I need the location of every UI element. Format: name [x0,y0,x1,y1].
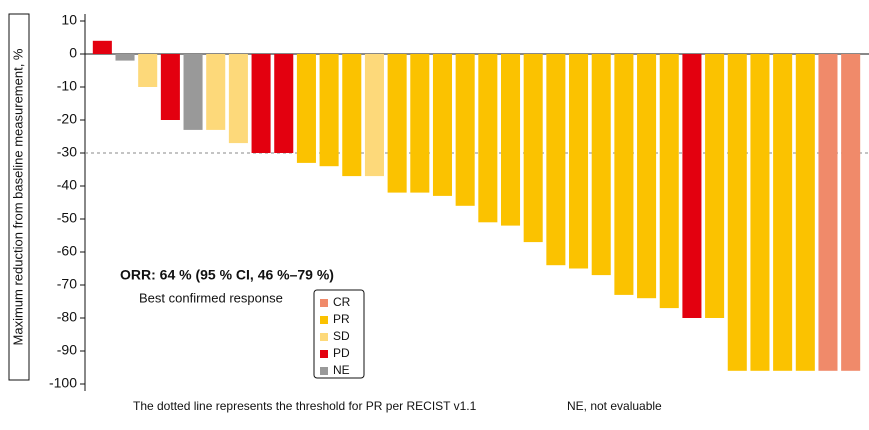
legend-label: CR [333,295,351,309]
legend-label: PD [333,346,350,360]
legend-swatch [320,367,328,375]
ylabel-box [8,13,30,381]
bar [569,54,589,269]
bar [183,54,203,130]
legend-swatch [320,299,328,307]
legend-swatch [320,333,328,341]
y-tick-label: -50 [57,210,77,226]
bar [523,54,543,243]
bar [659,54,679,309]
bar [795,54,815,371]
y-tick-label: -70 [57,276,77,292]
bar [319,54,339,167]
bar [342,54,362,177]
bar [410,54,430,193]
y-tick-label: 10 [61,12,77,28]
bar [705,54,725,318]
bar [115,54,135,61]
bar [387,54,407,193]
bar [773,54,793,371]
footnote: The dotted line represents the threshold… [133,399,477,413]
y-tick-label: -30 [57,144,77,160]
annotation: ORR: 64 % (95 % CI, 46 %–79 %) [120,267,334,283]
footnote: NE, not evaluable [567,399,662,413]
bar [138,54,158,87]
bar [500,54,521,226]
bar [455,54,475,206]
legend-label: NE [333,363,350,377]
bar [364,54,384,177]
bar [841,54,861,371]
bar [637,54,657,299]
legend-label: PR [333,312,350,326]
y-tick-label: -90 [57,342,77,358]
bar [251,54,271,153]
bar [546,54,566,266]
legend-label: SD [333,329,350,343]
legend-swatch [320,316,328,324]
y-tick-label: -10 [57,78,77,94]
bar [296,54,316,163]
bar [206,54,226,130]
bar [478,54,498,223]
y-axis-label: Maximum reduction from baseline measurem… [10,48,25,345]
bar [228,54,248,144]
y-tick-label: -80 [57,309,77,325]
bar [750,54,770,371]
legend-title: Best confirmed response [139,290,283,305]
bar [818,54,838,371]
bar [727,54,747,371]
bar [432,54,453,196]
y-tick-label: -20 [57,111,77,127]
bar [92,40,112,54]
y-tick-label: -100 [49,375,77,391]
bar [614,54,634,295]
y-tick-label: -60 [57,243,77,259]
bar [591,54,611,276]
y-tick-label: -40 [57,177,77,193]
bar [160,54,180,120]
bar [682,54,702,318]
bar [274,54,294,153]
y-tick-label: 0 [69,45,77,61]
legend-swatch [320,350,328,358]
